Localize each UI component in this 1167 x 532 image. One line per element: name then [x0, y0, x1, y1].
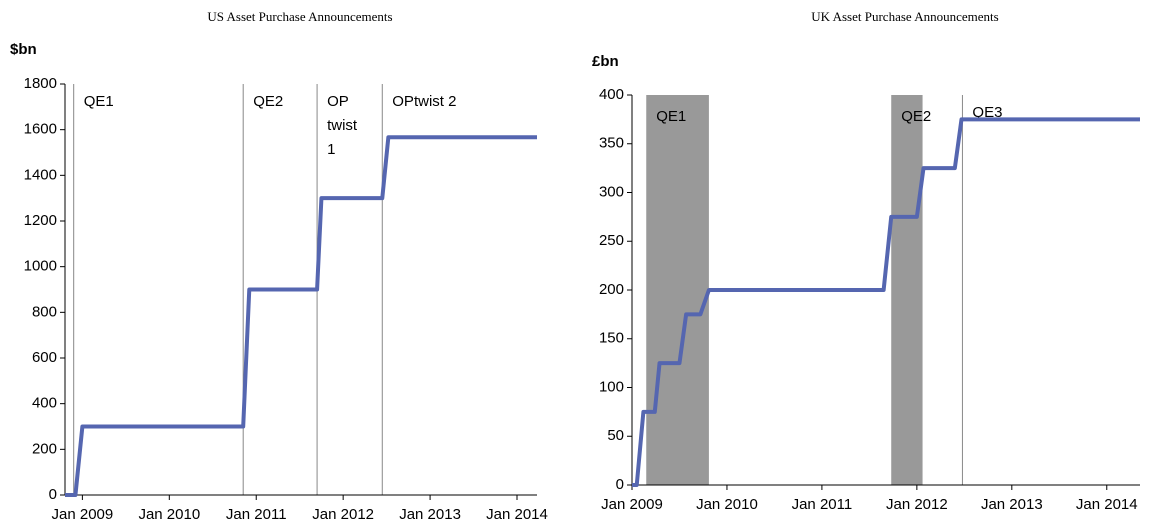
y-tick-label: 400 — [32, 395, 57, 412]
x-tick-label: Jan 2009 — [52, 506, 114, 523]
chart-title: UK Asset Purchase Announcements — [811, 9, 998, 24]
x-tick-label: Jan 2012 — [886, 496, 948, 513]
y-tick-label: 1200 — [24, 212, 57, 229]
y-tick-label: 150 — [599, 330, 624, 347]
y-tick-label: 1400 — [24, 166, 57, 183]
x-tick-label: Jan 2012 — [312, 506, 374, 523]
y-tick-label: 200 — [599, 281, 624, 298]
y-tick-label: 250 — [599, 232, 624, 249]
period-label: QE1 — [656, 108, 686, 125]
y-tick-label: 1600 — [24, 121, 57, 138]
y-tick-label: 1800 — [24, 75, 57, 92]
x-tick-label: Jan 2014 — [1076, 496, 1138, 513]
y-tick-label: 400 — [599, 86, 624, 103]
x-tick-label: Jan 2014 — [486, 506, 548, 523]
shaded-period — [646, 95, 709, 485]
x-tick-label: Jan 2013 — [399, 506, 461, 523]
y-tick-label: 800 — [32, 303, 57, 320]
x-tick-label: Jan 2010 — [138, 506, 200, 523]
x-tick-label: Jan 2011 — [792, 496, 853, 513]
x-tick-label: Jan 2011 — [226, 506, 287, 523]
event-label: twist — [327, 117, 358, 134]
y-tick-label: 600 — [32, 349, 57, 366]
y-tick-label: 200 — [32, 440, 57, 457]
event-label: QE3 — [972, 104, 1002, 121]
y-tick-label: 350 — [599, 135, 624, 152]
y-tick-label: 50 — [607, 427, 624, 444]
x-tick-label: Jan 2009 — [601, 496, 663, 513]
data-line — [65, 135, 537, 497]
shaded-period — [891, 95, 923, 485]
x-tick-label: Jan 2010 — [696, 496, 758, 513]
event-label: 1 — [327, 141, 335, 158]
y-tick-label: 100 — [599, 378, 624, 395]
y-tick-label: 0 — [49, 486, 57, 503]
y-tick-label: 300 — [599, 183, 624, 200]
y-axis-unit: £bn — [592, 53, 619, 70]
event-label: OP — [327, 93, 349, 110]
y-tick-label: 1000 — [24, 258, 57, 275]
data-line — [632, 117, 1140, 487]
period-label: QE2 — [901, 108, 931, 125]
y-tick-label: 0 — [616, 476, 624, 493]
event-label: QE2 — [253, 93, 283, 110]
y-axis-unit: $bn — [10, 41, 37, 58]
event-label: QE1 — [84, 93, 114, 110]
chart-title: US Asset Purchase Announcements — [207, 9, 392, 24]
event-label: OPtwist 2 — [392, 93, 456, 110]
x-tick-label: Jan 2013 — [981, 496, 1043, 513]
